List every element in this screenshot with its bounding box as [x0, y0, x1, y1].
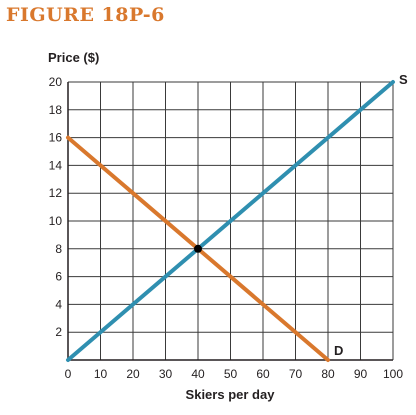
- y-tick-label: 14: [49, 158, 63, 172]
- series-label-s: S: [399, 72, 408, 87]
- x-tick-label: 50: [224, 367, 238, 381]
- y-tick-label: 10: [49, 214, 63, 228]
- x-tick-label: 20: [126, 367, 140, 381]
- series-label-d: D: [334, 343, 343, 358]
- y-tick-label: 8: [55, 242, 62, 256]
- x-tick-label: 0: [65, 367, 72, 381]
- x-tick-label: 70: [289, 367, 303, 381]
- y-tick-label: 4: [55, 297, 62, 311]
- x-tick-label: 30: [159, 367, 173, 381]
- y-axis-label: Price ($): [48, 50, 99, 65]
- equilibrium-point: [194, 244, 202, 253]
- x-tick-label: 100: [383, 367, 403, 381]
- x-tick-label: 80: [321, 367, 335, 381]
- grid: [68, 81, 394, 360]
- x-axis-label: Skiers per day: [186, 387, 276, 402]
- x-tick-label: 90: [354, 367, 368, 381]
- y-tick-label: 20: [49, 75, 63, 89]
- y-tick-label: 12: [49, 186, 63, 200]
- x-tick-label: 10: [94, 367, 108, 381]
- axes: [67, 82, 393, 361]
- series-line-s: [66, 80, 395, 362]
- series: [66, 80, 395, 362]
- y-tick-label: 16: [49, 131, 63, 145]
- x-tick-label: 60: [256, 367, 270, 381]
- y-tick-label: 6: [55, 270, 62, 284]
- x-tick-label: 40: [191, 367, 205, 381]
- labels: 2 4 6 8 10 12 14 16 18 20 0 10 20 30 40 50 60 70 80 90 100 S D: [49, 72, 408, 381]
- y-tick-label: 2: [55, 325, 62, 339]
- y-tick-label: 18: [49, 103, 63, 117]
- figure-title: FIGURE 18P-6: [6, 4, 165, 26]
